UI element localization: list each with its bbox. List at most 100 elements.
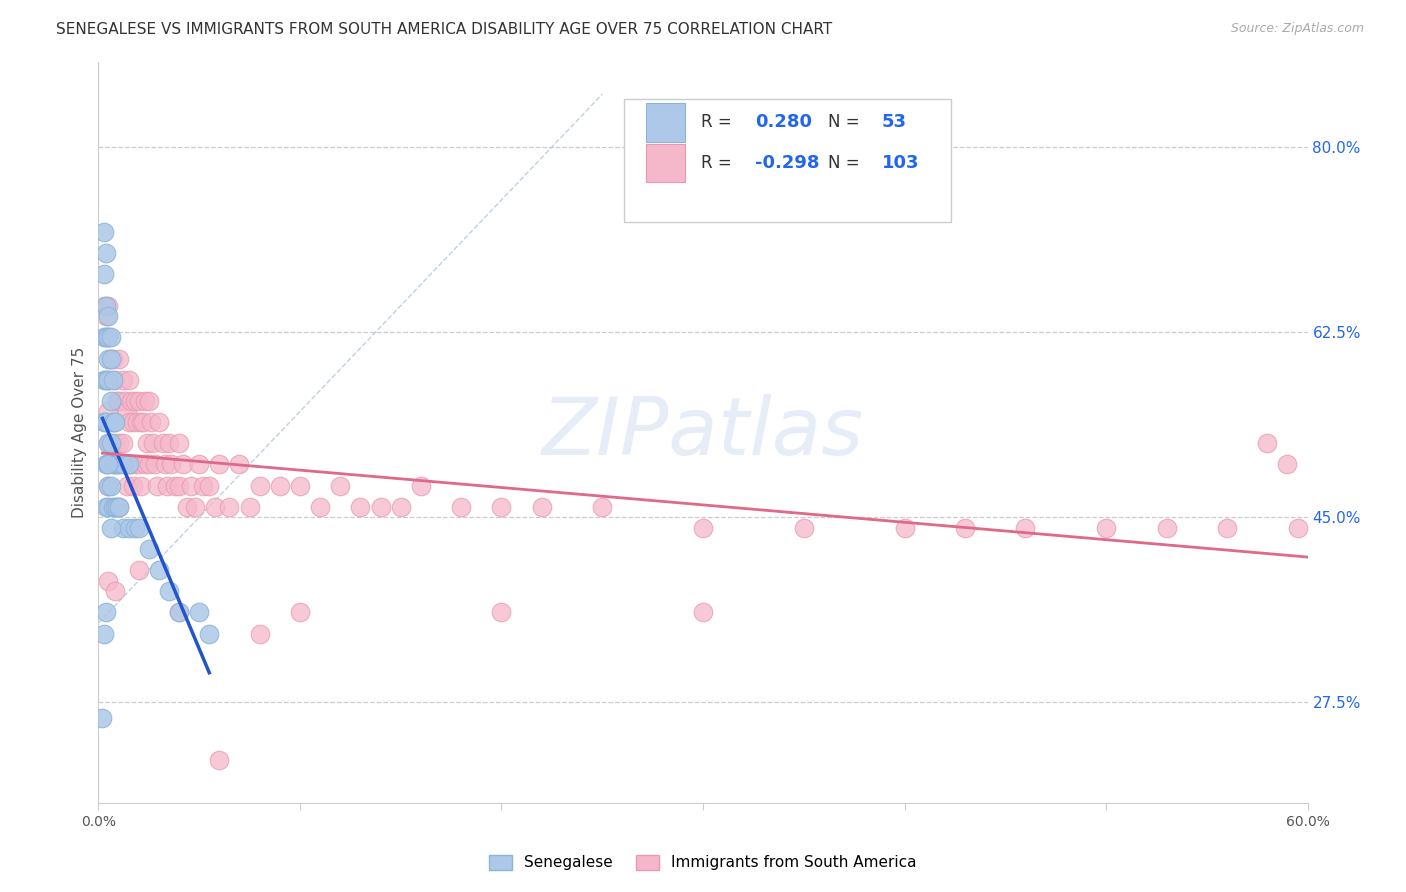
Text: 53: 53 [882, 113, 907, 131]
Point [134, 458, 156, 472]
FancyBboxPatch shape [647, 103, 685, 142]
Point [96, 299, 118, 313]
Point [208, 754, 231, 768]
Point [93, 626, 115, 640]
Point [100, 330, 122, 344]
Point [132, 415, 155, 429]
Point [103, 373, 125, 387]
Point [591, 500, 613, 514]
Point [96, 500, 118, 514]
Point [121, 415, 143, 429]
Point [100, 351, 122, 366]
Point [153, 458, 176, 472]
Point [105, 500, 128, 514]
Point [198, 478, 221, 492]
Point [139, 415, 162, 429]
Point [160, 458, 183, 472]
Point [1286, 521, 1309, 535]
Y-axis label: Disability Age Over 75: Disability Age Over 75 [72, 347, 87, 518]
Point [450, 500, 472, 514]
Point [115, 404, 138, 418]
Point [93, 225, 115, 239]
Point [329, 478, 352, 492]
Point [114, 458, 136, 472]
Point [96, 415, 118, 429]
Point [124, 521, 146, 535]
Point [100, 351, 122, 366]
Point [129, 478, 152, 492]
Point [188, 606, 211, 620]
Point [491, 606, 513, 620]
Point [97, 310, 120, 324]
Point [97, 436, 120, 450]
Point [269, 478, 291, 492]
Point [129, 415, 152, 429]
Point [148, 415, 170, 429]
Point [249, 478, 271, 492]
Point [124, 458, 146, 472]
Point [100, 393, 122, 408]
Point [370, 500, 392, 514]
Point [111, 521, 134, 535]
Point [1156, 521, 1178, 535]
Point [107, 500, 129, 514]
Point [97, 373, 120, 387]
Point [103, 500, 125, 514]
Point [249, 626, 271, 640]
Point [93, 299, 115, 313]
Point [409, 478, 432, 492]
Point [107, 500, 129, 514]
Point [1277, 458, 1299, 472]
Point [96, 245, 118, 260]
Point [97, 404, 120, 418]
Point [97, 299, 120, 313]
Point [96, 373, 118, 387]
Point [115, 478, 138, 492]
Point [97, 436, 120, 450]
Point [96, 310, 118, 324]
Point [692, 521, 714, 535]
Point [96, 606, 118, 620]
Point [288, 606, 311, 620]
Point [1216, 521, 1239, 535]
Text: ZIP​atlas: ZIP​atlas [541, 393, 865, 472]
Point [107, 458, 129, 472]
Point [157, 436, 180, 450]
Text: 0.280: 0.280 [755, 113, 813, 131]
Text: Source: ZipAtlas.com: Source: ZipAtlas.com [1230, 22, 1364, 36]
Point [107, 351, 129, 366]
Point [118, 521, 141, 535]
Text: 103: 103 [882, 154, 920, 172]
Point [288, 478, 311, 492]
Point [128, 458, 150, 472]
Point [193, 478, 215, 492]
Point [105, 458, 128, 472]
Point [142, 436, 165, 450]
Point [103, 436, 125, 450]
Point [93, 415, 115, 429]
Point [152, 436, 174, 450]
Point [91, 711, 114, 725]
Text: R =: R = [700, 113, 737, 131]
Point [167, 606, 190, 620]
Point [389, 500, 412, 514]
Text: SENEGALESE VS IMMIGRANTS FROM SOUTH AMERICA DISABILITY AGE OVER 75 CORRELATION C: SENEGALESE VS IMMIGRANTS FROM SOUTH AMER… [56, 22, 832, 37]
Point [103, 458, 125, 472]
Point [138, 458, 160, 472]
Point [101, 351, 124, 366]
Point [101, 373, 124, 387]
Point [107, 393, 129, 408]
Point [218, 500, 240, 514]
Point [97, 458, 120, 472]
Point [1095, 521, 1118, 535]
Point [239, 500, 262, 514]
Point [118, 415, 141, 429]
Point [228, 458, 250, 472]
Point [125, 415, 148, 429]
Point [134, 393, 156, 408]
Point [118, 373, 141, 387]
Point [188, 458, 211, 472]
Point [101, 458, 124, 472]
Point [93, 267, 115, 281]
Point [97, 373, 120, 387]
